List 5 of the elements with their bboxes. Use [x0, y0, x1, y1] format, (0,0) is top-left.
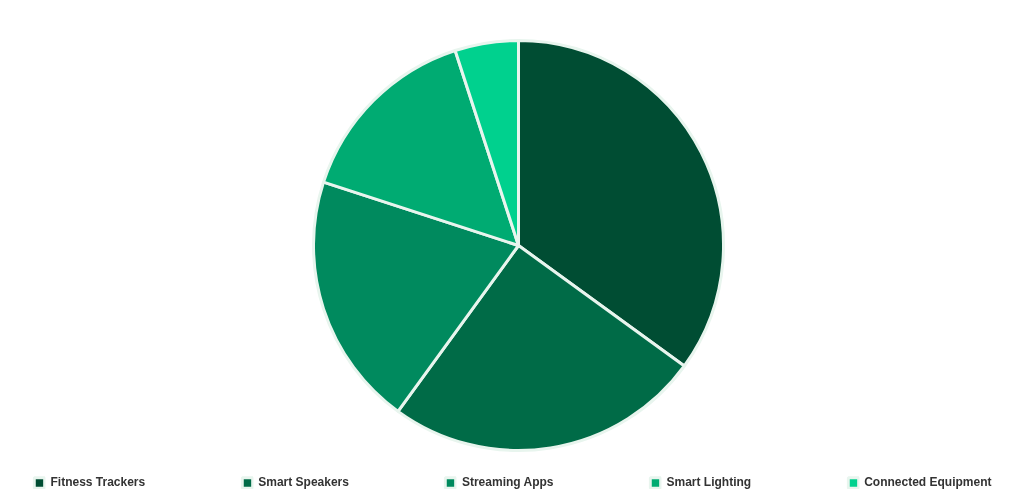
legend-label: Streaming Apps: [461, 475, 554, 489]
legend-label: Connected Equipment: [864, 475, 992, 489]
legend-label: Smart Lighting: [666, 475, 752, 489]
legend-label: Smart Speakers: [258, 475, 349, 489]
legend-label: Fitness Trackers: [50, 475, 146, 489]
